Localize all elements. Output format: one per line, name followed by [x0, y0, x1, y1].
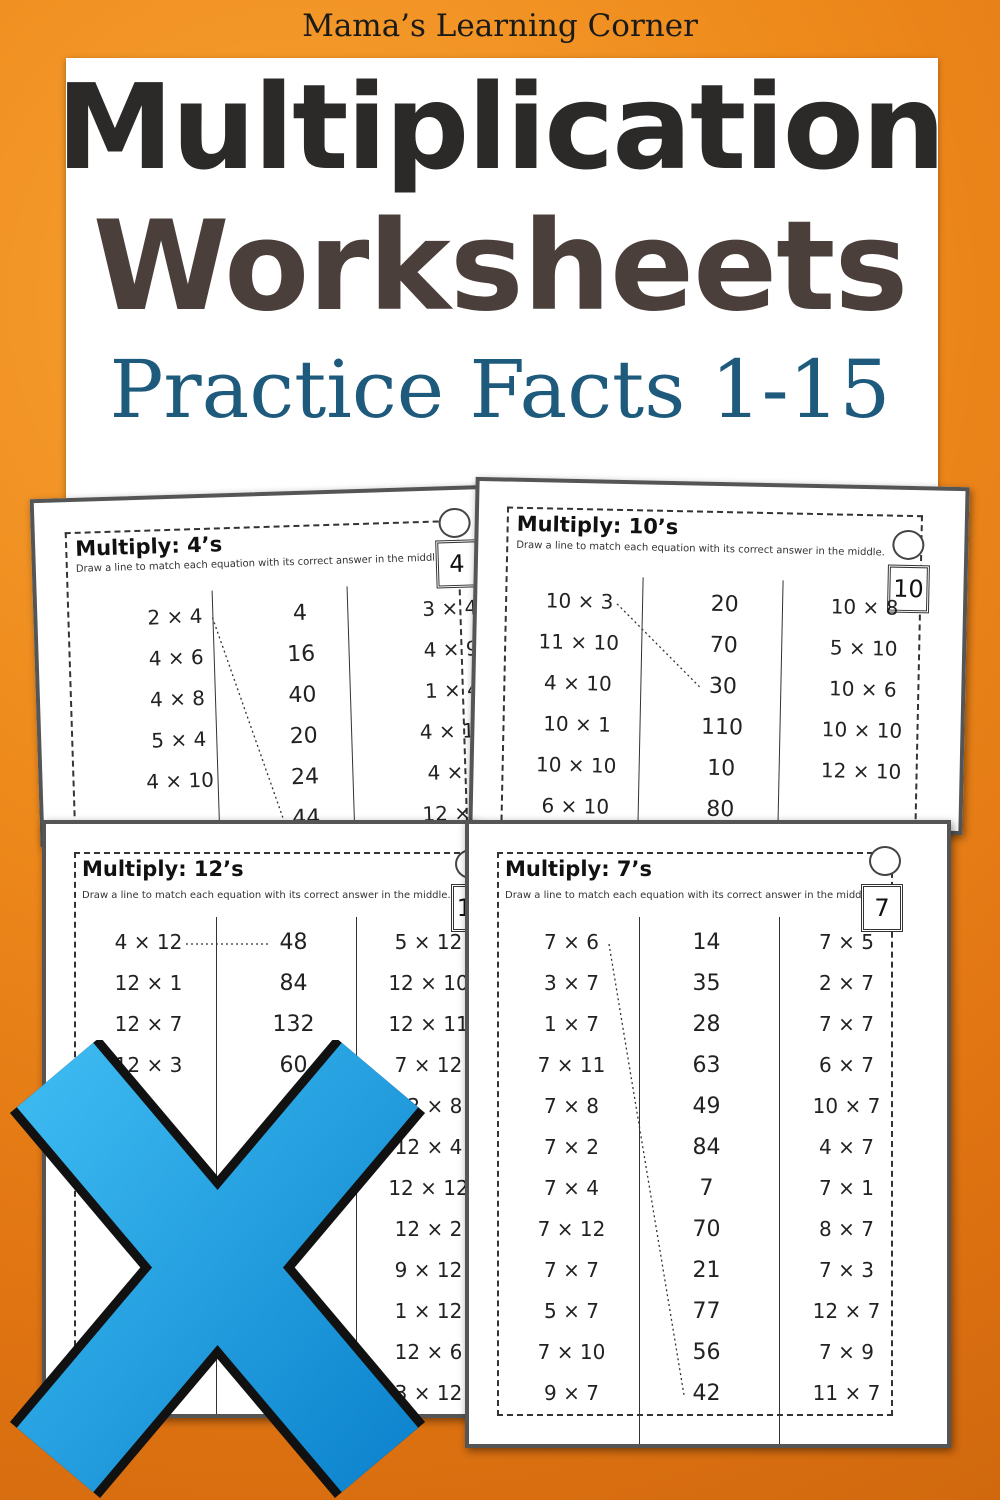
worksheet-4s: Multiply: 4’s Draw a line to match each …: [29, 484, 499, 848]
equation-item: 12 × 1: [114, 971, 183, 995]
answer-item: 28: [692, 1012, 721, 1037]
equation-item: 12 × 7: [114, 1012, 183, 1036]
column-divider: [779, 917, 780, 1444]
equation-item: 10 × 7: [812, 1094, 881, 1118]
equation-item: 3 × 7: [544, 971, 599, 995]
title-line-1: Multiplication: [56, 58, 946, 196]
kid-face-icon: [869, 846, 901, 876]
equation-item: 12 × 12: [388, 1176, 469, 1200]
number-badge: 7: [861, 884, 903, 932]
answer-item: 56: [692, 1340, 721, 1365]
equation-item: 12 × 10: [388, 971, 469, 995]
column-middle: 48 84 132 60: [246, 922, 341, 1086]
equation-item: 1 × 7: [544, 1012, 599, 1036]
equation-item: 7 × 12: [537, 1217, 606, 1241]
equation-item: 7 × 7: [819, 1012, 874, 1036]
subtitle: Practice Facts 1-15: [109, 343, 891, 436]
equation-item: 7 × 12: [394, 1053, 463, 1077]
equation-item: 7 × 7: [544, 1258, 599, 1282]
equation-item: 8 × 7: [819, 1217, 874, 1241]
answer-item: 70: [692, 1217, 721, 1242]
matching-line: [186, 943, 271, 945]
answer-item: 60: [279, 1053, 308, 1078]
answer-item: 77: [692, 1299, 721, 1324]
equation-item: 7 × 11: [537, 1053, 606, 1077]
equation-item: 5 × 7: [544, 1299, 599, 1323]
column-divider: [216, 917, 217, 1414]
brand-name: Mama’s Learning Corner: [302, 8, 698, 44]
equation-item: 12 × 11: [388, 1012, 469, 1036]
equation-item: 11 × 7: [812, 1381, 881, 1405]
worksheet-instruction: Draw a line to match each equation with …: [505, 890, 874, 901]
equation-item: 9 × 7: [544, 1381, 599, 1405]
equation-item: 7 × 9: [819, 1340, 874, 1364]
matching-line: [616, 603, 701, 689]
equation-item: 9 × 12: [394, 1258, 463, 1282]
equation-item: 2 × 7: [819, 971, 874, 995]
column-middle: 14 35 28 63 49 84 7 70 21 77 56 42: [659, 922, 754, 1414]
equation-item: 7 × 5: [819, 930, 874, 954]
equation-item: 7 × 1: [819, 1176, 874, 1200]
equation-item: 7 × 2: [544, 1135, 599, 1159]
equation-item: 12 × 6: [394, 1340, 463, 1364]
equation-item: 7 × 4: [544, 1176, 599, 1200]
answer-item: 132: [272, 1012, 315, 1037]
multiplication-x-icon: [9, 1040, 426, 1499]
equation-item: 4 × 7: [819, 1135, 874, 1159]
worksheet-title: Multiply: 7’s: [505, 857, 652, 881]
equation-item: 4 × 12: [114, 930, 183, 954]
equation-item: 12 × 7: [812, 1299, 881, 1323]
matching-line: [608, 943, 685, 1396]
dotted-answer-line: [616, 603, 701, 689]
answer-item: 84: [692, 1135, 721, 1160]
equation-item: 7 × 6: [544, 930, 599, 954]
equation-item: 5 × 12: [394, 930, 463, 954]
title-line-2: Worksheets: [92, 195, 909, 339]
equation-item: 7 × 10: [537, 1340, 606, 1364]
answer-item: 42: [692, 1381, 721, 1406]
equation-item: 6 × 7: [819, 1053, 874, 1077]
column-left: 7 × 6 3 × 7 1 × 7 7 × 11 7 × 8 7 × 2 7 × 4 7 × …: [524, 922, 619, 1414]
answer-item: 49: [692, 1094, 721, 1119]
column-right: 7 × 5 2 × 7 7 × 7 6 × 7 10 × 7 4 × 7 7 × 1 8 × …: [799, 922, 894, 1414]
equation-item: 12 × 2: [394, 1217, 463, 1241]
answer-item: 63: [692, 1053, 721, 1078]
title-banner: [66, 58, 938, 498]
matching-line: [211, 617, 285, 821]
dotted-answer-line: [211, 617, 285, 821]
answer-item: 84: [279, 971, 308, 996]
worksheet-instruction: Draw a line to match each equation with …: [82, 890, 451, 901]
dashed-border: [497, 852, 893, 1416]
answer-item: 7: [699, 1176, 714, 1201]
answer-item: 14: [692, 930, 721, 955]
answer-item: 35: [692, 971, 721, 996]
equation-item: 12 × 4: [394, 1135, 463, 1159]
column-divider: [639, 917, 640, 1444]
equation-item: 7 × 3: [819, 1258, 874, 1282]
worksheet-10s: Multiply: 10’s Draw a line to match each…: [468, 476, 970, 836]
equation-item: 1 × 12: [394, 1299, 463, 1323]
worksheet-title: Multiply: 12’s: [82, 857, 244, 881]
answer-item: 48: [279, 930, 308, 955]
dotted-answer-line: [608, 943, 685, 1396]
worksheet-7s: Multiply: 7’s Draw a line to match each …: [465, 820, 951, 1448]
equation-item: 7 × 8: [544, 1094, 599, 1118]
answer-item: 21: [692, 1258, 721, 1283]
